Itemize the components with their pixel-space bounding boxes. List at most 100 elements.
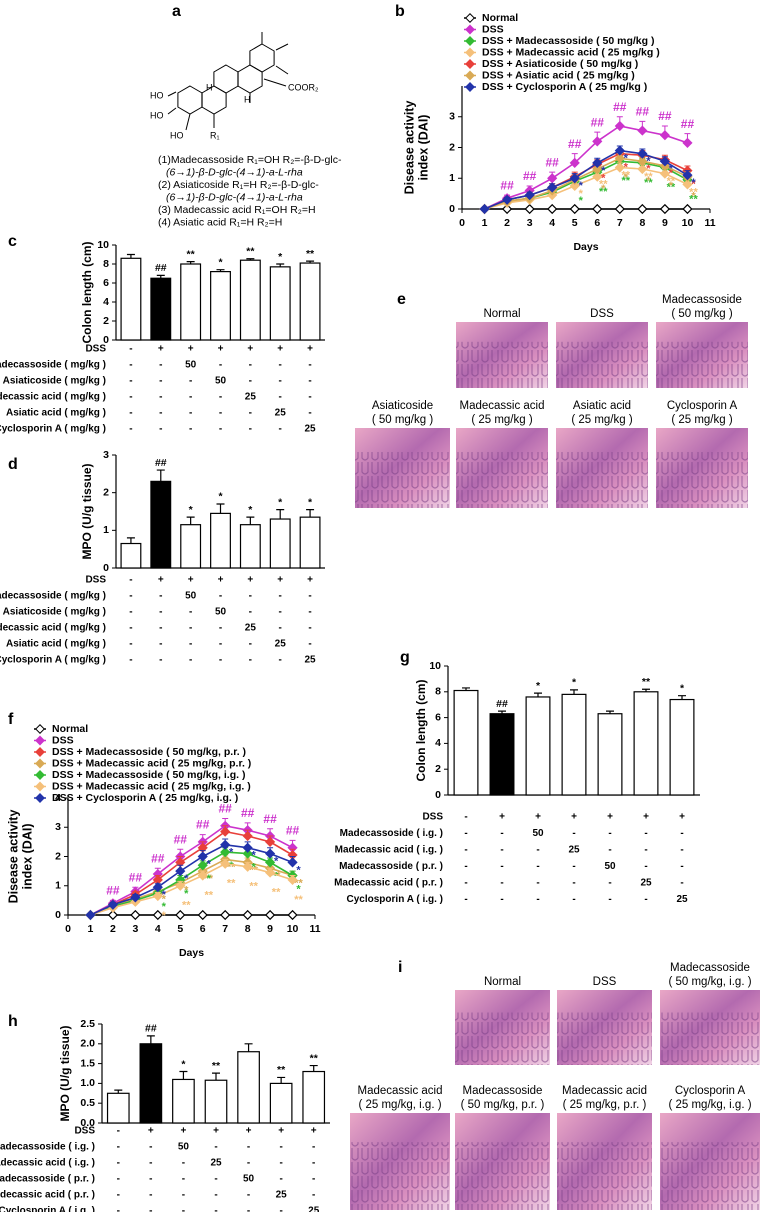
treatment-cell: -	[500, 861, 503, 872]
treatment-cell: -	[219, 408, 222, 419]
series-line	[484, 125, 688, 210]
legend-marker	[35, 724, 45, 734]
data-point	[197, 842, 208, 853]
treatment-cell: -	[214, 1142, 217, 1153]
y-tick-label: 1	[449, 172, 455, 184]
significance-mark: ##	[106, 884, 120, 898]
treatment-cell: -	[189, 424, 192, 435]
significance-mark: ##	[523, 169, 537, 183]
legend-label: DSS + Madecassic acid ( 25 mg/kg, i.g. )	[52, 780, 251, 792]
data-point	[175, 880, 186, 891]
treatment-label: Madecassic acid ( mg/kg )	[0, 623, 106, 634]
data-point	[637, 163, 648, 175]
data-point	[220, 839, 231, 850]
treatment-cell: -	[608, 894, 611, 905]
y-tick-label: 3	[449, 111, 455, 123]
significance-mark: ##	[613, 100, 627, 114]
data-point	[287, 849, 298, 861]
treatment-cell: -	[249, 591, 252, 602]
significance-mark: *	[536, 680, 541, 692]
bar	[120, 257, 142, 341]
significance-mark: *	[308, 496, 313, 508]
series-line	[90, 851, 293, 916]
treatment-label: DSS	[85, 575, 106, 586]
atom-label: H	[206, 82, 213, 92]
significance-mark: *	[251, 850, 256, 862]
panel-letter: g	[400, 649, 410, 666]
treatment-cell: -	[680, 878, 683, 889]
bar	[561, 693, 587, 796]
atom-label: R₁	[210, 130, 220, 140]
treatment-cell: -	[464, 878, 467, 889]
treatment-cell: -	[117, 1206, 120, 1212]
image-caption: ( 50 mg/kg, p.r. )	[461, 1099, 545, 1111]
treatment-cell: +	[247, 344, 253, 355]
image-caption: Normal	[484, 976, 521, 988]
treatment-cell: -	[189, 392, 192, 403]
legend-marker	[35, 770, 45, 780]
histology-texture	[656, 452, 748, 508]
data-point	[85, 909, 96, 921]
y-axis-label: MPO (U/g tissue)	[58, 1025, 72, 1121]
data-point	[592, 136, 603, 147]
treatment-cell: -	[644, 894, 647, 905]
legend-label: DSS + Madecassoside ( 50 mg/kg )	[482, 35, 654, 47]
y-tick-label: 2	[103, 486, 109, 498]
treatment-cell: -	[464, 894, 467, 905]
treatment-cell: -	[312, 1158, 315, 1169]
treatment-cell: -	[129, 623, 132, 634]
treatment-cell: -	[159, 360, 162, 371]
treatment-cell: +	[278, 1126, 284, 1137]
treatment-cell: +	[247, 575, 253, 586]
treatment-cell: 25	[210, 1158, 222, 1169]
data-point	[175, 874, 186, 885]
treatment-label: Madecassoside ( mg/kg )	[0, 360, 106, 371]
treatment-cell: -	[182, 1206, 185, 1212]
significance-mark: *	[184, 885, 189, 897]
treatment-cell: -	[247, 1142, 250, 1153]
image-caption: ( 50 mg/kg )	[372, 414, 434, 426]
legend-label: DSS + Madecassoside ( 50 mg/kg, i.g. )	[52, 769, 245, 781]
error-bar	[126, 253, 135, 259]
treatment-cell: -	[219, 655, 222, 666]
treatment-cell: -	[159, 424, 162, 435]
data-point	[682, 203, 693, 215]
treatment-cell: +	[213, 1126, 219, 1137]
treatment-cell: -	[189, 408, 192, 419]
histology-texture	[456, 341, 548, 388]
legend-marker	[35, 781, 45, 792]
treatment-cell: +	[571, 812, 577, 823]
y-tick-label: 2	[449, 141, 455, 153]
legend-label: DSS	[482, 23, 504, 35]
treatment-cell: -	[536, 845, 539, 856]
bar	[633, 691, 659, 796]
significance-mark: **	[644, 177, 653, 189]
y-tick-label: 6	[435, 711, 441, 723]
significance-mark: **	[667, 181, 676, 193]
legend-label: DSS	[52, 734, 74, 746]
data-point	[637, 203, 648, 215]
data-point	[479, 203, 490, 215]
significance-mark: *	[207, 858, 212, 870]
treatment-cell: -	[464, 812, 467, 823]
legend-label: DSS + Madecassic acid ( 25 mg/kg )	[482, 46, 660, 58]
significance-mark: ##	[241, 806, 255, 820]
compound-line: (2) Asiaticoside R₁=H R₂=-β-D-glc-	[158, 179, 319, 191]
treatment-cell: -	[149, 1158, 152, 1169]
treatment-label: Madecassoside ( i.g. )	[340, 828, 443, 839]
treatment-cell: -	[279, 655, 282, 666]
treatment-cell: -	[279, 424, 282, 435]
treatment-label: DSS	[422, 812, 443, 823]
treatment-cell: -	[279, 1174, 282, 1185]
significance-mark: *	[218, 491, 223, 503]
image-caption: ( 50 mg/kg, i.g. )	[668, 976, 751, 988]
legend-marker	[465, 24, 475, 35]
significance-mark: ##	[155, 262, 167, 274]
legend-marker	[35, 747, 45, 757]
image-caption: ( 25 mg/kg )	[671, 414, 733, 426]
panel-letter: h	[8, 1013, 18, 1030]
image-caption: Normal	[483, 308, 520, 320]
treatment-label: Madecassic acid ( i.g. )	[0, 1158, 95, 1169]
significance-mark: *	[579, 195, 584, 207]
treatment-cell: -	[159, 376, 162, 387]
